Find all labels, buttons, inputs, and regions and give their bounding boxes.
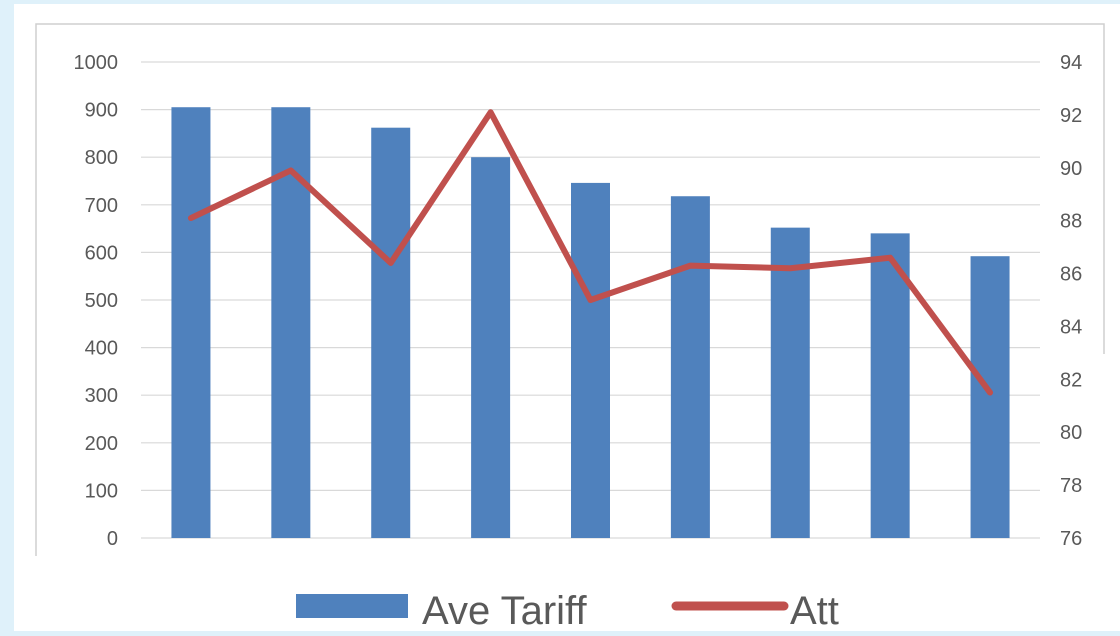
y-right-tick-label: 84	[1060, 316, 1082, 338]
bar-ave-tariff	[371, 128, 410, 538]
y-right-tick-label: 92	[1060, 105, 1082, 127]
y-left-tick-label: 800	[85, 147, 118, 169]
y-right-tick-label: 86	[1060, 264, 1082, 286]
y-left-tick-label: 900	[85, 100, 118, 122]
y-right-tick-label: 94	[1060, 52, 1082, 74]
y-right-tick-label: 88	[1060, 211, 1082, 233]
chart-frame: 0 100 200 300 400 500 600 700 800 900 1000 76 78 80 82…	[14, 4, 1120, 631]
y-left-tick-label: 100	[85, 480, 118, 502]
y-left-tick-label: 700	[85, 195, 118, 217]
y-right-tick-label: 82	[1060, 369, 1082, 391]
bar-ave-tariff	[771, 228, 810, 538]
y-left-tick-label: 600	[85, 242, 118, 264]
y-left-tick-label: 500	[85, 290, 118, 312]
y-right-tick-label: 80	[1060, 422, 1082, 444]
bar-ave-tariff	[671, 196, 710, 538]
bar-ave-tariff	[571, 183, 610, 538]
bar-ave-tariff	[471, 157, 510, 538]
y-right-tick-label: 90	[1060, 158, 1082, 180]
combo-chart: 0 100 200 300 400 500 600 700 800 900 1000 76 78 80 82…	[14, 4, 1120, 631]
legend-label-att: Att	[790, 589, 839, 631]
y-left-tick-label: 1000	[74, 52, 119, 74]
y-left-tick-label: 0	[107, 528, 118, 550]
bar-ave-tariff	[171, 107, 210, 538]
y-right-tick-label: 76	[1060, 528, 1082, 550]
y-right-tick-label: 78	[1060, 475, 1082, 497]
legend-label-ave-tariff: Ave Tariff	[422, 589, 587, 631]
bar-ave-tariff	[971, 256, 1010, 538]
y-left-tick-label: 200	[85, 433, 118, 455]
y-left-tick-label: 400	[85, 338, 118, 360]
y-left-tick-label: 300	[85, 385, 118, 407]
legend-swatch-ave-tariff	[296, 594, 408, 618]
